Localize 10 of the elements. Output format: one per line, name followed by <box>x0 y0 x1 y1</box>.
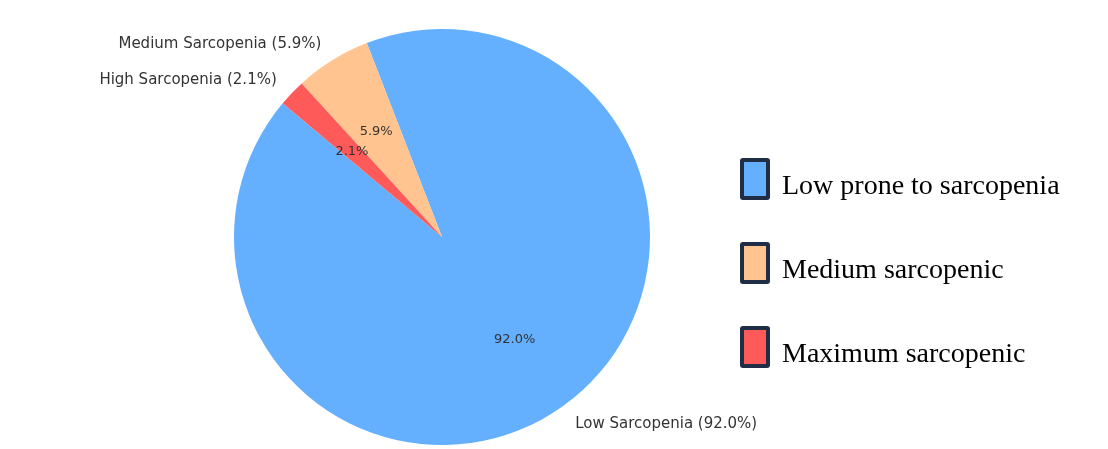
slice-label: High Sarcopenia (2.1%) <box>99 69 277 88</box>
slice-label: Medium Sarcopenia (5.9%) <box>118 33 322 52</box>
slice-label: Low Sarcopenia (92.0%) <box>575 414 758 433</box>
data-label: 92.0% <box>493 330 536 346</box>
data-label: 5.9% <box>359 123 393 139</box>
text: Medium sarcopenic <box>782 253 1004 284</box>
data-label: 2.1% <box>335 143 369 159</box>
pie-slice <box>282 83 442 237</box>
text: Maximum sarcopenic <box>782 337 1026 368</box>
text: Low prone to sarcopenia <box>782 169 1060 200</box>
